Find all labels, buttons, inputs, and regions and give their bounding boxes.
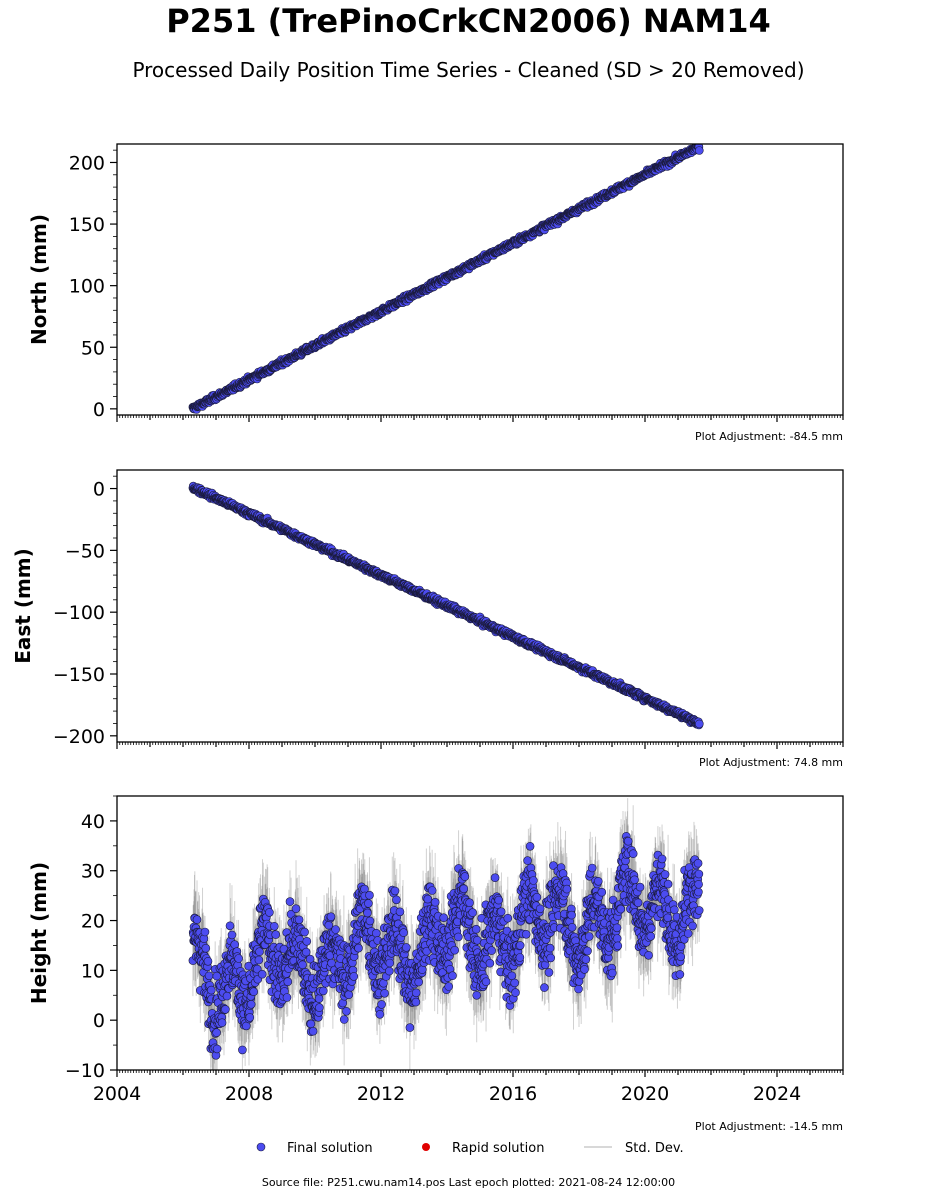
panel-frame xyxy=(116,469,844,743)
final-solution-point xyxy=(694,719,704,729)
y-tick-label: 50 xyxy=(81,337,105,359)
data-layer xyxy=(188,144,704,414)
data-layer xyxy=(188,481,704,730)
chart-subtitle: Processed Daily Position Time Series - C… xyxy=(132,58,805,82)
y-tick-label: 0 xyxy=(93,399,105,421)
y-axis-label: East (mm) xyxy=(11,548,35,664)
y-tick-label: 150 xyxy=(69,214,105,236)
y-tick-label: −200 xyxy=(53,726,105,748)
y-tick-label: 200 xyxy=(69,152,105,174)
panel-0: 0 50 100 150 200 North (mm) Plot Adjustment: -… xyxy=(27,143,844,443)
y-tick-label: 0 xyxy=(93,479,105,501)
y-tick-label: −150 xyxy=(53,664,105,686)
y-tick-label: −100 xyxy=(53,602,105,624)
plot-adjustment-note: Plot Adjustment: -84.5 mm xyxy=(695,430,843,443)
panel-1: 0 −50 −100 −150 −200 East (mm) Plot Adjustment… xyxy=(11,469,844,769)
final-solution-point xyxy=(694,146,704,155)
data-layer xyxy=(188,798,704,1070)
panel-frame xyxy=(116,143,844,416)
plot-adjustment-note: Plot Adjustment: 74.8 mm xyxy=(699,756,843,769)
y-tick-label: 100 xyxy=(69,276,105,298)
y-axis-label: North (mm) xyxy=(27,214,51,345)
y-tick-label: −50 xyxy=(65,540,105,562)
chart-title: P251 (TrePinoCrkCN2006) NAM14 xyxy=(166,2,771,40)
